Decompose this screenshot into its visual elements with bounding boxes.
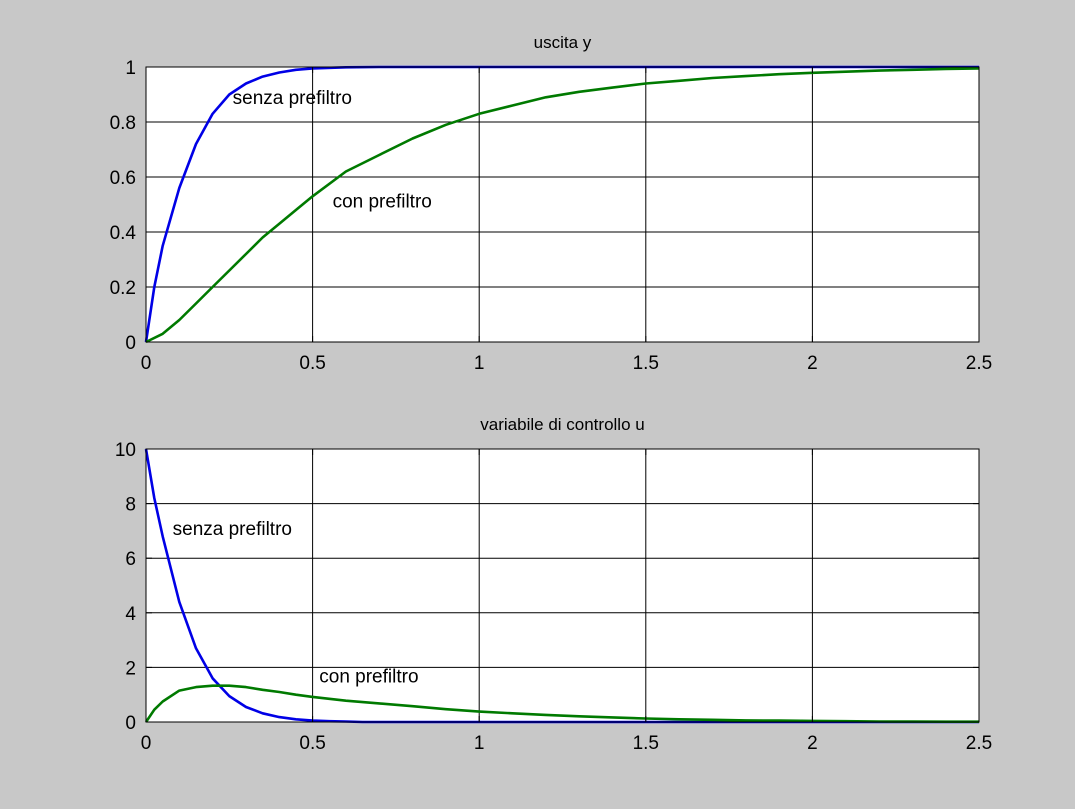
- x-tick-label: 2: [807, 353, 818, 374]
- y-tick-label: 10: [115, 440, 136, 461]
- y-tick-label: 0: [125, 333, 136, 354]
- y-tick-label: 0.4: [110, 223, 137, 244]
- axes-box: [145, 448, 980, 723]
- chart-title: variabile di controllo u: [480, 415, 644, 434]
- bottom-subplot: 0 0.5 1 1.5 2 2.5 0 2 4 6 8 10 variabile di controll…: [115, 415, 992, 754]
- x-tick-label: 1: [474, 733, 485, 754]
- annotation-label: senza prefiltro: [233, 88, 352, 109]
- x-tick-label: 1: [474, 353, 485, 374]
- axes-box: [145, 66, 980, 343]
- x-tick-label: 1.5: [633, 733, 659, 754]
- x-tick-label: 0: [141, 353, 152, 374]
- chart-title: uscita y: [534, 33, 592, 52]
- x-tick-label: 0.5: [299, 353, 325, 374]
- y-tick-label: 6: [125, 549, 136, 570]
- x-tick-label: 0: [141, 733, 152, 754]
- x-tick-label: 0.5: [299, 733, 325, 754]
- annotation-label: con prefiltro: [333, 191, 432, 212]
- x-tick-label: 1.5: [633, 353, 659, 374]
- annotation-label: con prefiltro: [319, 666, 418, 687]
- x-tick-label: 2.5: [966, 353, 992, 374]
- plot-area: [146, 449, 979, 722]
- y-tick-label: 0.2: [110, 278, 136, 299]
- y-tick-label: 0.6: [110, 168, 136, 189]
- annotation-label: senza prefiltro: [173, 519, 292, 540]
- y-tick-label: 1: [125, 58, 136, 79]
- x-tick-label: 2: [807, 733, 818, 754]
- y-tick-label: 0.8: [110, 113, 136, 134]
- x-tick-label: 2.5: [966, 733, 992, 754]
- plot-area: [146, 67, 979, 342]
- y-tick-label: 8: [125, 495, 136, 516]
- y-tick-label: 4: [125, 604, 136, 625]
- y-tick-label: 0: [125, 713, 136, 734]
- top-subplot: 0 0.5 1 1.5 2 2.5 0 0.2 0.4 0.6 0.8 1 uscita y senza …: [110, 33, 993, 374]
- y-tick-label: 2: [125, 658, 136, 679]
- series-line-2: [144, 684, 979, 723]
